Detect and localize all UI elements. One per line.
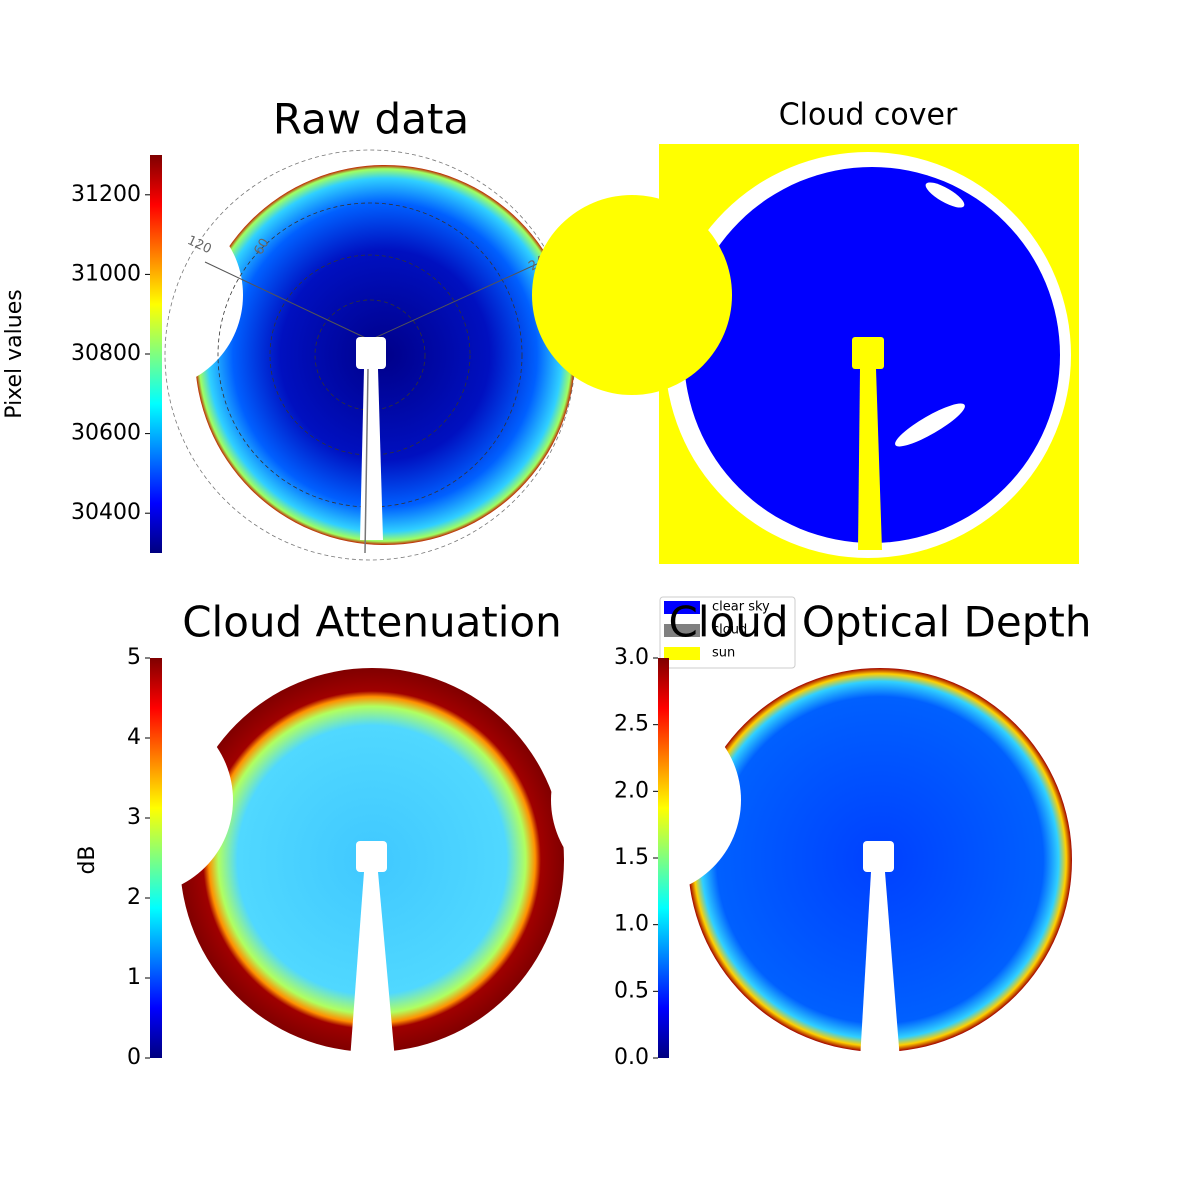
- colorbar-tick-label: 3: [127, 805, 141, 830]
- attenuation-image: [43, 668, 564, 1060]
- colorbar-tick-label: 4: [127, 725, 141, 750]
- colorbar-tick-label: 30600: [71, 421, 141, 446]
- colorbar-tick-label: 5: [127, 645, 141, 670]
- colorbar-tick-label: 1.0: [614, 912, 649, 937]
- legend-swatch: [664, 647, 700, 660]
- colorbar: [150, 658, 162, 1058]
- panel-title: Raw data: [273, 95, 469, 144]
- colorbar-tick-label: 3.0: [614, 645, 649, 670]
- colorbar-tick-label: 2.0: [614, 778, 649, 803]
- colorbar-tick-label: 0: [127, 1045, 141, 1070]
- colorbar-tick-label: 1: [127, 965, 141, 990]
- colorbar-label: Pixel values: [2, 289, 27, 418]
- legend-label: clear sky: [712, 600, 770, 615]
- panel-title: Cloud Optical Depth: [669, 598, 1092, 647]
- legend-label: sun: [712, 646, 735, 661]
- colorbar-tick-label: 0.0: [614, 1045, 649, 1070]
- legend-label: cloud: [712, 623, 747, 638]
- colorbar-label: dB: [75, 845, 100, 874]
- colorbar-tick-label: 30400: [71, 500, 141, 525]
- legend-swatch: [664, 601, 700, 614]
- optical-depth-image: [551, 668, 1072, 1060]
- cloud-cover-image: [532, 144, 1079, 564]
- panel-title: Cloud cover: [779, 98, 958, 133]
- colorbar-tick-label: 31200: [71, 182, 141, 207]
- colorbar-tick-label: 0.5: [614, 978, 649, 1003]
- colorbar-tick-label: 2: [127, 885, 141, 910]
- raw-image: 120 60 240: [53, 149, 576, 561]
- colorbar-tick-label: 31000: [71, 261, 141, 286]
- colorbar: [658, 658, 669, 1058]
- legend-swatch: [664, 624, 700, 637]
- polar-label: 60: [252, 236, 273, 258]
- panel-title: Cloud Attenuation: [182, 598, 562, 647]
- colorbar: [150, 155, 162, 553]
- colorbar-tick-label: 2.5: [614, 712, 649, 737]
- colorbar-tick-label: 1.5: [614, 845, 649, 870]
- colorbar-tick-label: 30800: [71, 341, 141, 366]
